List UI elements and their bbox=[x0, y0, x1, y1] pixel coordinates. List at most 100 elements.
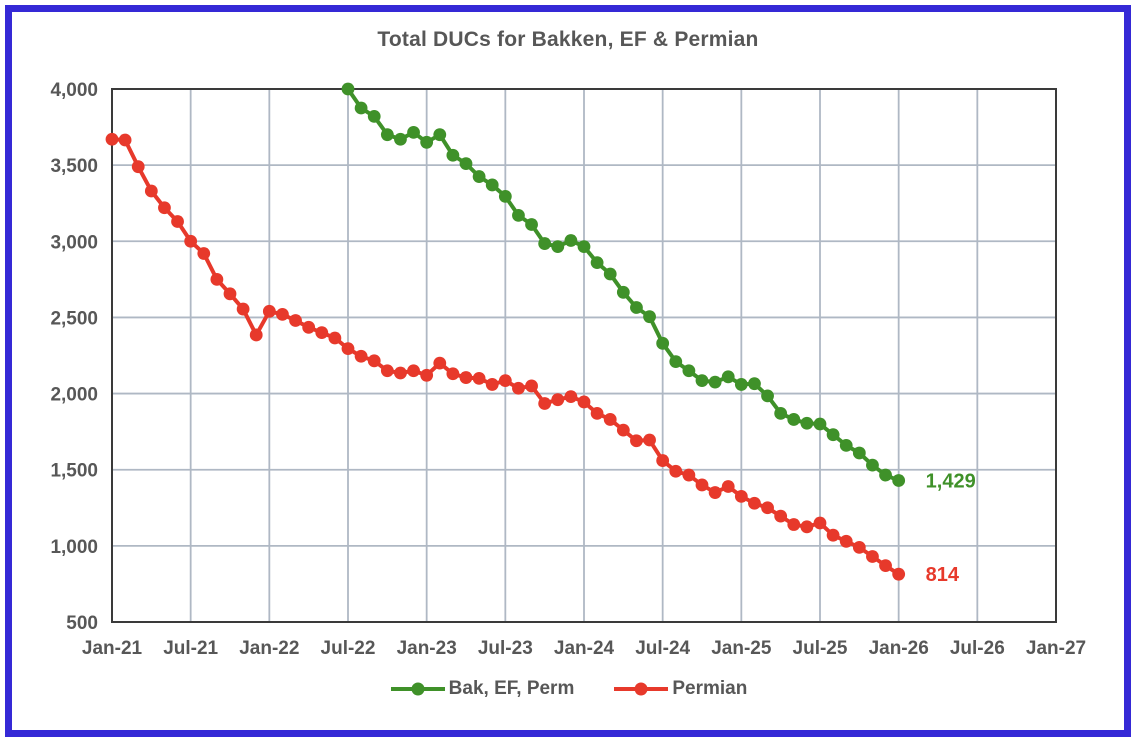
y-tick-label: 2,000 bbox=[50, 385, 98, 406]
data-point bbox=[538, 397, 552, 410]
y-tick-label: 3,000 bbox=[50, 232, 98, 253]
x-tick-label: Jan-22 bbox=[239, 638, 299, 659]
data-point bbox=[695, 374, 709, 388]
data-point bbox=[734, 378, 748, 391]
chart-title: Total DUCs for Bakken, EF & Permian bbox=[377, 28, 759, 51]
data-point bbox=[616, 423, 630, 437]
data-point bbox=[118, 133, 132, 147]
x-tick-label: Jan-24 bbox=[554, 638, 615, 659]
data-point bbox=[603, 413, 617, 426]
data-point bbox=[616, 285, 630, 299]
data-point bbox=[879, 559, 892, 573]
data-point bbox=[656, 336, 670, 350]
data-point bbox=[131, 160, 145, 174]
x-tick-label: Jul-25 bbox=[793, 638, 848, 659]
data-point bbox=[839, 438, 853, 452]
y-tick-label: 3,500 bbox=[50, 156, 98, 177]
data-point bbox=[787, 413, 801, 426]
data-point bbox=[197, 247, 211, 260]
data-point bbox=[538, 237, 552, 250]
data-point bbox=[420, 135, 434, 149]
data-point bbox=[813, 516, 827, 530]
data-point bbox=[380, 364, 394, 378]
y-tick-label: 4,000 bbox=[50, 80, 98, 101]
data-point bbox=[525, 379, 538, 393]
data-point bbox=[525, 218, 538, 231]
data-point bbox=[315, 326, 329, 340]
data-point bbox=[839, 534, 853, 548]
chart-legend: Bak, EF, Perm Permian bbox=[0, 678, 1136, 700]
data-point bbox=[852, 446, 866, 460]
data-point bbox=[433, 356, 447, 370]
data-point bbox=[354, 101, 368, 115]
data-point bbox=[826, 528, 840, 542]
green-line-marker-icon bbox=[390, 682, 445, 696]
data-point bbox=[407, 364, 420, 378]
x-tick-label: Jul-24 bbox=[635, 638, 690, 659]
data-point bbox=[459, 371, 473, 384]
data-point bbox=[643, 433, 656, 447]
x-tick-label: Jan-21 bbox=[82, 638, 143, 659]
data-point bbox=[341, 82, 355, 96]
legend-item-permian: Permian bbox=[612, 678, 747, 700]
data-point bbox=[236, 302, 250, 316]
data-point bbox=[721, 480, 735, 493]
x-tick-label: Jan-23 bbox=[397, 638, 457, 659]
data-point bbox=[158, 201, 171, 215]
data-point bbox=[498, 189, 512, 203]
red-line-marker-icon bbox=[614, 682, 669, 696]
data-point bbox=[866, 458, 879, 472]
y-tick-label: 1,000 bbox=[50, 537, 98, 558]
data-point bbox=[407, 126, 420, 139]
x-tick-label: Jul-26 bbox=[950, 638, 1005, 659]
data-point bbox=[879, 468, 892, 482]
data-point bbox=[708, 375, 722, 389]
data-point bbox=[210, 272, 224, 286]
data-point bbox=[761, 501, 774, 515]
data-point bbox=[630, 434, 643, 448]
data-point bbox=[774, 509, 788, 523]
data-point bbox=[695, 478, 709, 492]
data-point bbox=[656, 454, 670, 467]
series-end-label: 1,429 bbox=[926, 471, 976, 493]
data-point bbox=[800, 520, 814, 534]
data-point bbox=[748, 496, 761, 510]
data-point bbox=[774, 406, 788, 420]
data-point bbox=[420, 368, 434, 382]
data-point bbox=[682, 364, 696, 378]
data-point bbox=[892, 474, 906, 487]
data-point bbox=[682, 468, 696, 482]
data-point bbox=[302, 320, 316, 334]
data-point bbox=[643, 310, 656, 324]
data-point bbox=[512, 381, 525, 395]
data-point bbox=[459, 157, 473, 171]
data-point bbox=[800, 416, 814, 430]
legend-label-bak-ef-perm: Bak, EF, Perm bbox=[448, 678, 575, 699]
data-point bbox=[761, 389, 774, 403]
data-point bbox=[249, 328, 263, 342]
legend-label-permian: Permian bbox=[672, 678, 748, 699]
data-point bbox=[866, 550, 879, 563]
y-tick-label: 2,500 bbox=[50, 308, 98, 329]
x-tick-label: Jan-25 bbox=[711, 638, 772, 659]
data-point bbox=[748, 377, 761, 391]
data-point bbox=[577, 395, 591, 409]
data-point bbox=[433, 128, 447, 142]
y-tick-label: 1,500 bbox=[50, 461, 98, 482]
data-point bbox=[144, 184, 158, 198]
data-point bbox=[485, 178, 499, 192]
data-point bbox=[787, 518, 801, 531]
data-point bbox=[354, 349, 368, 363]
data-point bbox=[590, 256, 604, 270]
data-point bbox=[551, 393, 565, 407]
data-point bbox=[289, 314, 302, 327]
x-tick-label: Jan-27 bbox=[1026, 638, 1086, 659]
data-point bbox=[892, 567, 906, 581]
data-point bbox=[734, 489, 748, 503]
data-point bbox=[380, 128, 394, 142]
x-tick-label: Jul-23 bbox=[478, 638, 533, 659]
legend-item-bak-ef-perm: Bak, EF, Perm bbox=[389, 678, 575, 700]
x-tick-label: Jul-21 bbox=[163, 638, 218, 659]
